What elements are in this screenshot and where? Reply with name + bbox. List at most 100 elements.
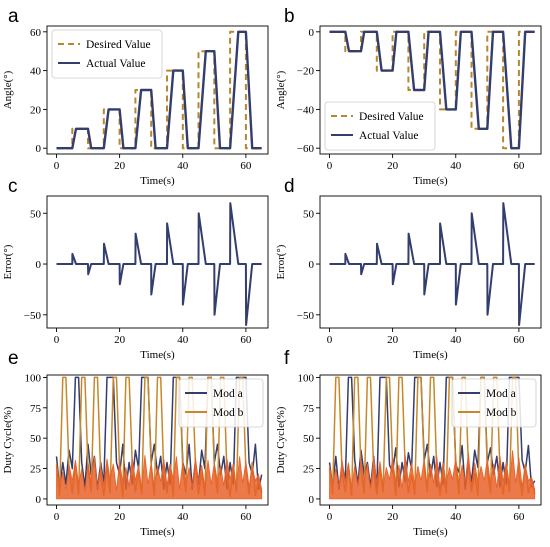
x-tick-label: 60 <box>240 160 252 172</box>
legend-box <box>451 378 537 428</box>
y-axis-label: Error(°) <box>275 244 287 279</box>
x-tick-label: 40 <box>450 334 462 346</box>
panel-b: b 0 20 40 60 −60 −40 −20 0 Time(s) Angle(°) Desired… <box>275 6 542 187</box>
x-tick-label: 20 <box>387 160 399 172</box>
y-tick-label: 25 <box>303 464 315 476</box>
x-tick-label: 20 <box>114 334 126 346</box>
x-tick-label: 60 <box>240 511 252 523</box>
y-tick-label: 60 <box>30 27 42 39</box>
legend: Mod a Mod b <box>451 378 537 428</box>
axes-frame <box>46 374 269 506</box>
x-tick-label: 20 <box>387 334 399 346</box>
axes-frame <box>46 195 269 329</box>
y-tick-label: 25 <box>30 464 42 476</box>
x-tick-label: 20 <box>387 511 399 523</box>
x-tick-label: 0 <box>327 334 333 346</box>
x-tick-label: 60 <box>240 334 252 346</box>
legend-label: Desired Value <box>359 111 424 123</box>
y-tick-label: 0 <box>36 494 42 506</box>
panel-letter: e <box>8 348 19 369</box>
x-tick-label: 60 <box>513 511 525 523</box>
y-tick-label: 0 <box>309 27 315 39</box>
y-axis-label: Angle(°) <box>2 70 14 109</box>
y-tick-label: 0 <box>309 494 315 506</box>
panel-letter: f <box>284 348 290 369</box>
y-tick-label: 0 <box>309 259 315 271</box>
y-tick-label: 40 <box>30 66 42 78</box>
plot-area <box>55 376 263 500</box>
legend-box <box>51 29 163 79</box>
legend-box <box>178 378 264 428</box>
plot-area <box>328 376 536 500</box>
panel-f: f 0 20 40 60 0 25 50 75 100 Time(s) Duty Cycle(%) Mo… <box>275 348 542 538</box>
y-axis-label: Duty Cycle(%) <box>2 406 14 473</box>
x-axis-label: Time(s) <box>140 526 175 538</box>
axes-frame <box>319 25 542 155</box>
legend-label: Mod b <box>213 407 244 419</box>
axes-frame <box>319 374 542 506</box>
x-axis-label: Time(s) <box>413 349 448 361</box>
legend-label: Mod b <box>486 407 517 419</box>
legend: Desired Value Actual Value <box>51 29 163 79</box>
legend-box <box>324 101 436 151</box>
x-tick-label: 0 <box>327 160 333 172</box>
series-line-error <box>329 202 535 326</box>
x-tick-label: 40 <box>450 511 462 523</box>
y-tick-label: 50 <box>303 433 315 445</box>
y-axis-label: Duty Cycle(%) <box>275 406 287 473</box>
x-axis-label: Time(s) <box>140 349 175 361</box>
y-axis-label: Error(°) <box>2 244 14 279</box>
x-tick-label: 60 <box>513 160 525 172</box>
series-line-error <box>56 202 262 326</box>
panel-c: c 0 20 40 60 −50 0 50 Time(s) Error(°) <box>2 176 269 361</box>
y-tick-label: 0 <box>36 143 42 155</box>
y-tick-label: 20 <box>30 104 42 116</box>
series-line-actual-value <box>329 30 535 150</box>
y-tick-label: −60 <box>297 143 315 155</box>
x-tick-label: 20 <box>114 160 126 172</box>
plot-area <box>329 202 535 326</box>
x-tick-label: 0 <box>54 334 60 346</box>
legend-label: Mod a <box>213 388 243 400</box>
y-tick-label: 100 <box>25 372 42 384</box>
y-tick-label: 50 <box>303 208 315 220</box>
x-tick-label: 0 <box>327 511 333 523</box>
y-tick-label: 75 <box>303 403 315 415</box>
y-tick-label: 50 <box>30 208 42 220</box>
axes-frame <box>46 25 269 155</box>
x-tick-label: 40 <box>177 334 189 346</box>
x-tick-label: 40 <box>177 511 189 523</box>
panel-letter: d <box>284 176 295 197</box>
y-axis-label: Angle(°) <box>275 70 287 109</box>
y-tick-label: 0 <box>36 259 42 271</box>
x-tick-label: 20 <box>114 511 126 523</box>
x-axis-label: Time(s) <box>413 526 448 538</box>
series-line-actual-value <box>56 30 262 150</box>
panel-e: e 0 20 40 60 0 25 50 75 100 Time(s) Duty Cycle(%) Mo… <box>2 348 269 538</box>
x-tick-label: 0 <box>54 160 60 172</box>
legend: Mod a Mod b <box>178 378 264 428</box>
y-tick-label: −40 <box>297 104 315 116</box>
panel-letter: b <box>284 6 295 27</box>
legend: Desired Value Actual Value <box>324 101 436 151</box>
legend-label: Desired Value <box>86 39 151 51</box>
y-tick-label: 50 <box>30 433 42 445</box>
y-tick-label: 100 <box>298 372 315 384</box>
y-tick-label: −50 <box>24 310 42 322</box>
plot-area <box>329 30 535 150</box>
legend-label: Actual Value <box>359 130 419 142</box>
y-tick-label: −50 <box>297 310 315 322</box>
x-tick-label: 60 <box>513 334 525 346</box>
panel-letter: a <box>8 6 19 27</box>
legend-label: Mod a <box>486 388 516 400</box>
panel-letter: c <box>8 176 18 197</box>
panel-a: a 0 20 40 60 0 20 40 60 Time(s) Angle(°) Desired Va… <box>2 6 269 187</box>
panel-d: d 0 20 40 60 −50 0 50 Time(s) Error(°) <box>275 176 542 361</box>
x-tick-label: 40 <box>177 160 189 172</box>
legend-label: Actual Value <box>86 58 146 70</box>
x-axis-label: Time(s) <box>140 175 175 187</box>
series-fill <box>56 455 263 500</box>
series-fill <box>329 450 536 500</box>
y-tick-label: 75 <box>30 403 42 415</box>
